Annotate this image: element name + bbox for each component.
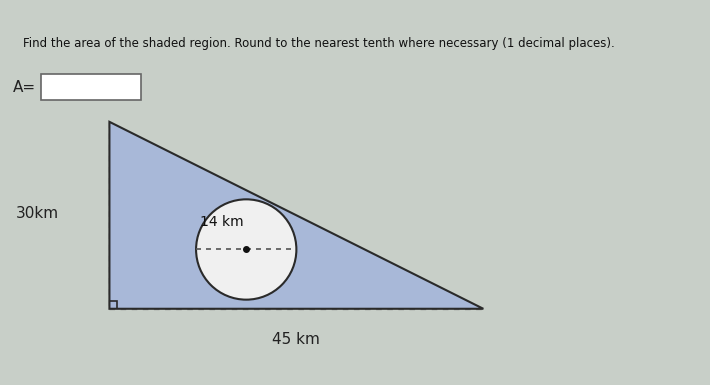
- Text: 45 km: 45 km: [273, 331, 320, 346]
- Text: A=: A=: [13, 80, 36, 95]
- FancyBboxPatch shape: [41, 74, 141, 100]
- Circle shape: [196, 199, 296, 300]
- Text: Find the area of the shaded region. Round to the nearest tenth where necessary (: Find the area of the shaded region. Roun…: [23, 37, 615, 50]
- Text: 30km: 30km: [16, 206, 59, 221]
- Text: 14 km: 14 km: [200, 214, 244, 229]
- Polygon shape: [109, 122, 484, 309]
